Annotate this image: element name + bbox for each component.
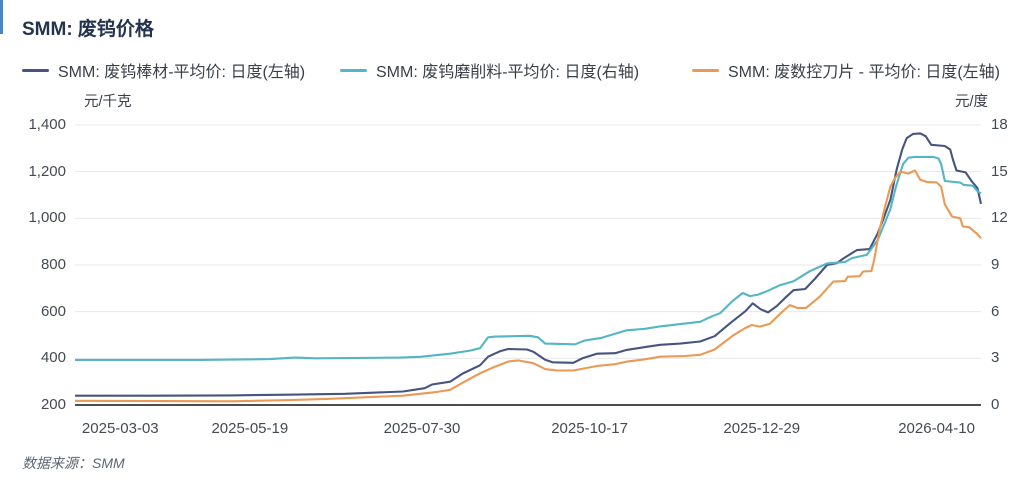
x-axis-tick: 2025-10-17 xyxy=(551,420,628,437)
right-axis-unit: 元/度 xyxy=(954,94,988,110)
x-axis-tick: 2025-03-03 xyxy=(81,420,159,437)
legend-item-scrap-cnc-blade[interactable]: SMM: 废数控刀片 - 平均价: 日度(左轴) xyxy=(692,60,1000,81)
chart-title: SMM: 废钨价格 xyxy=(22,19,154,40)
left-axis-tick: 400 xyxy=(40,349,66,367)
legend-label: SMM: 废数控刀片 - 平均价: 日度(左轴) xyxy=(728,64,1000,81)
legend-swatch-scrap-cnc-blade xyxy=(692,68,719,72)
x-axis-tick: 2026-04-10 xyxy=(898,420,975,437)
x-axis-tick: 2025-05-19 xyxy=(211,420,289,437)
left-axis-tick: 800 xyxy=(40,256,66,273)
left-axis-tick: 200 xyxy=(40,396,66,413)
left-axis-tick: 1,000 xyxy=(28,209,66,227)
left-edge-accent xyxy=(0,0,3,34)
legend-item-scrap-tungsten-grinding[interactable]: SMM: 废钨磨削料-平均价: 日度(右轴) xyxy=(340,60,640,81)
legend-swatch-scrap-tungsten-grinding xyxy=(340,68,367,72)
legend-label: SMM: 废钨棒材-平均价: 日度(左轴) xyxy=(58,64,306,81)
right-axis-tick: 15 xyxy=(991,162,1008,180)
legend-item-scrap-tungsten-bar[interactable]: SMM: 废钨棒材-平均价: 日度(左轴) xyxy=(22,60,306,81)
data-source-note: 数据来源：SMM xyxy=(22,455,125,471)
right-axis-tick: 12 xyxy=(991,209,1008,227)
series-line-1 xyxy=(75,155,982,361)
left-axis-tick: 1,400 xyxy=(28,116,66,133)
chart-legend: SMM: 废钨棒材-平均价: 日度(左轴) SMM: 废钨磨削料-平均价: 日度… xyxy=(0,60,1022,81)
x-axis-tick: 2025-07-30 xyxy=(383,420,461,437)
series-line-2 xyxy=(74,169,982,403)
left-axis-tick: 600 xyxy=(40,302,66,320)
legend-label: SMM: 废钨磨削料-平均价: 日度(右轴) xyxy=(376,64,640,81)
right-axis-tick: 6 xyxy=(991,302,1000,320)
right-axis-tick: 9 xyxy=(991,256,1000,273)
right-axis-tick: 0 xyxy=(991,396,1000,413)
left-axis-unit: 元/千克 xyxy=(84,94,132,110)
x-axis-tick: 2025-12-29 xyxy=(723,420,801,437)
left-axis-tick: 1,200 xyxy=(28,162,66,180)
legend-swatch-scrap-tungsten-bar xyxy=(22,68,49,72)
right-axis-tick: 18 xyxy=(991,116,1008,133)
right-axis-tick: 3 xyxy=(991,349,1000,367)
series-line-0 xyxy=(75,132,983,397)
